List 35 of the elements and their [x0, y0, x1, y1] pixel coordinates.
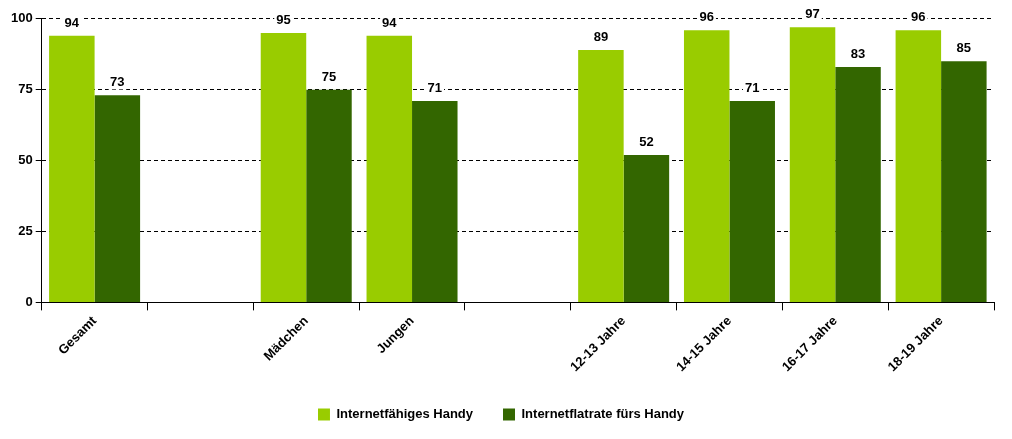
y-tick-label: 100 [10, 10, 33, 26]
data-label: 94 [64, 14, 80, 30]
y-tick-label: 75 [18, 81, 33, 97]
y-tick-label: 50 [18, 152, 33, 168]
data-label: 73 [110, 74, 125, 90]
bar [49, 35, 95, 302]
data-label: 85 [956, 40, 972, 56]
bar [789, 27, 836, 302]
data-label: 52 [639, 133, 654, 149]
bar [578, 49, 624, 302]
bar [895, 30, 942, 302]
bar [835, 67, 881, 302]
data-label: 96 [699, 9, 714, 25]
y-tick-label: 25 [18, 223, 33, 239]
data-label: 75 [321, 68, 337, 84]
legend-label: Internetfähiges Handy [336, 406, 474, 422]
bar [623, 154, 670, 302]
y-tick-label: 0 [25, 293, 33, 309]
data-label: 94 [382, 14, 398, 30]
bar [260, 32, 307, 302]
data-label: 71 [427, 80, 443, 96]
data-label: 83 [850, 46, 866, 62]
bar [941, 61, 987, 302]
bar [94, 95, 141, 302]
bar [729, 101, 775, 302]
legend-label: Internetflatrate fürs Handy [521, 406, 685, 422]
bar [306, 89, 352, 302]
data-label: 89 [593, 29, 609, 45]
bar [366, 35, 413, 302]
data-label: 97 [805, 6, 820, 22]
bar [683, 30, 730, 302]
data-label: 95 [276, 12, 291, 28]
bar [412, 101, 458, 302]
data-label: 96 [911, 9, 926, 25]
data-label: 71 [744, 80, 760, 96]
